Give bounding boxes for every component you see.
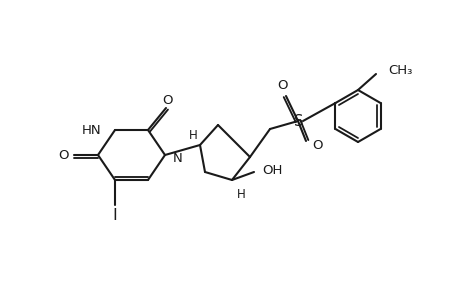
Text: H: H bbox=[236, 188, 245, 200]
Text: O: O bbox=[312, 139, 323, 152]
Text: N: N bbox=[173, 152, 182, 164]
Text: OH: OH bbox=[262, 164, 282, 176]
Text: HN: HN bbox=[81, 124, 101, 136]
Text: O: O bbox=[162, 94, 173, 106]
Text: S: S bbox=[294, 113, 303, 128]
Text: I: I bbox=[112, 208, 117, 223]
Text: H: H bbox=[189, 128, 197, 142]
Text: CH₃: CH₃ bbox=[387, 64, 411, 76]
Text: O: O bbox=[277, 79, 288, 92]
Text: O: O bbox=[59, 148, 69, 161]
